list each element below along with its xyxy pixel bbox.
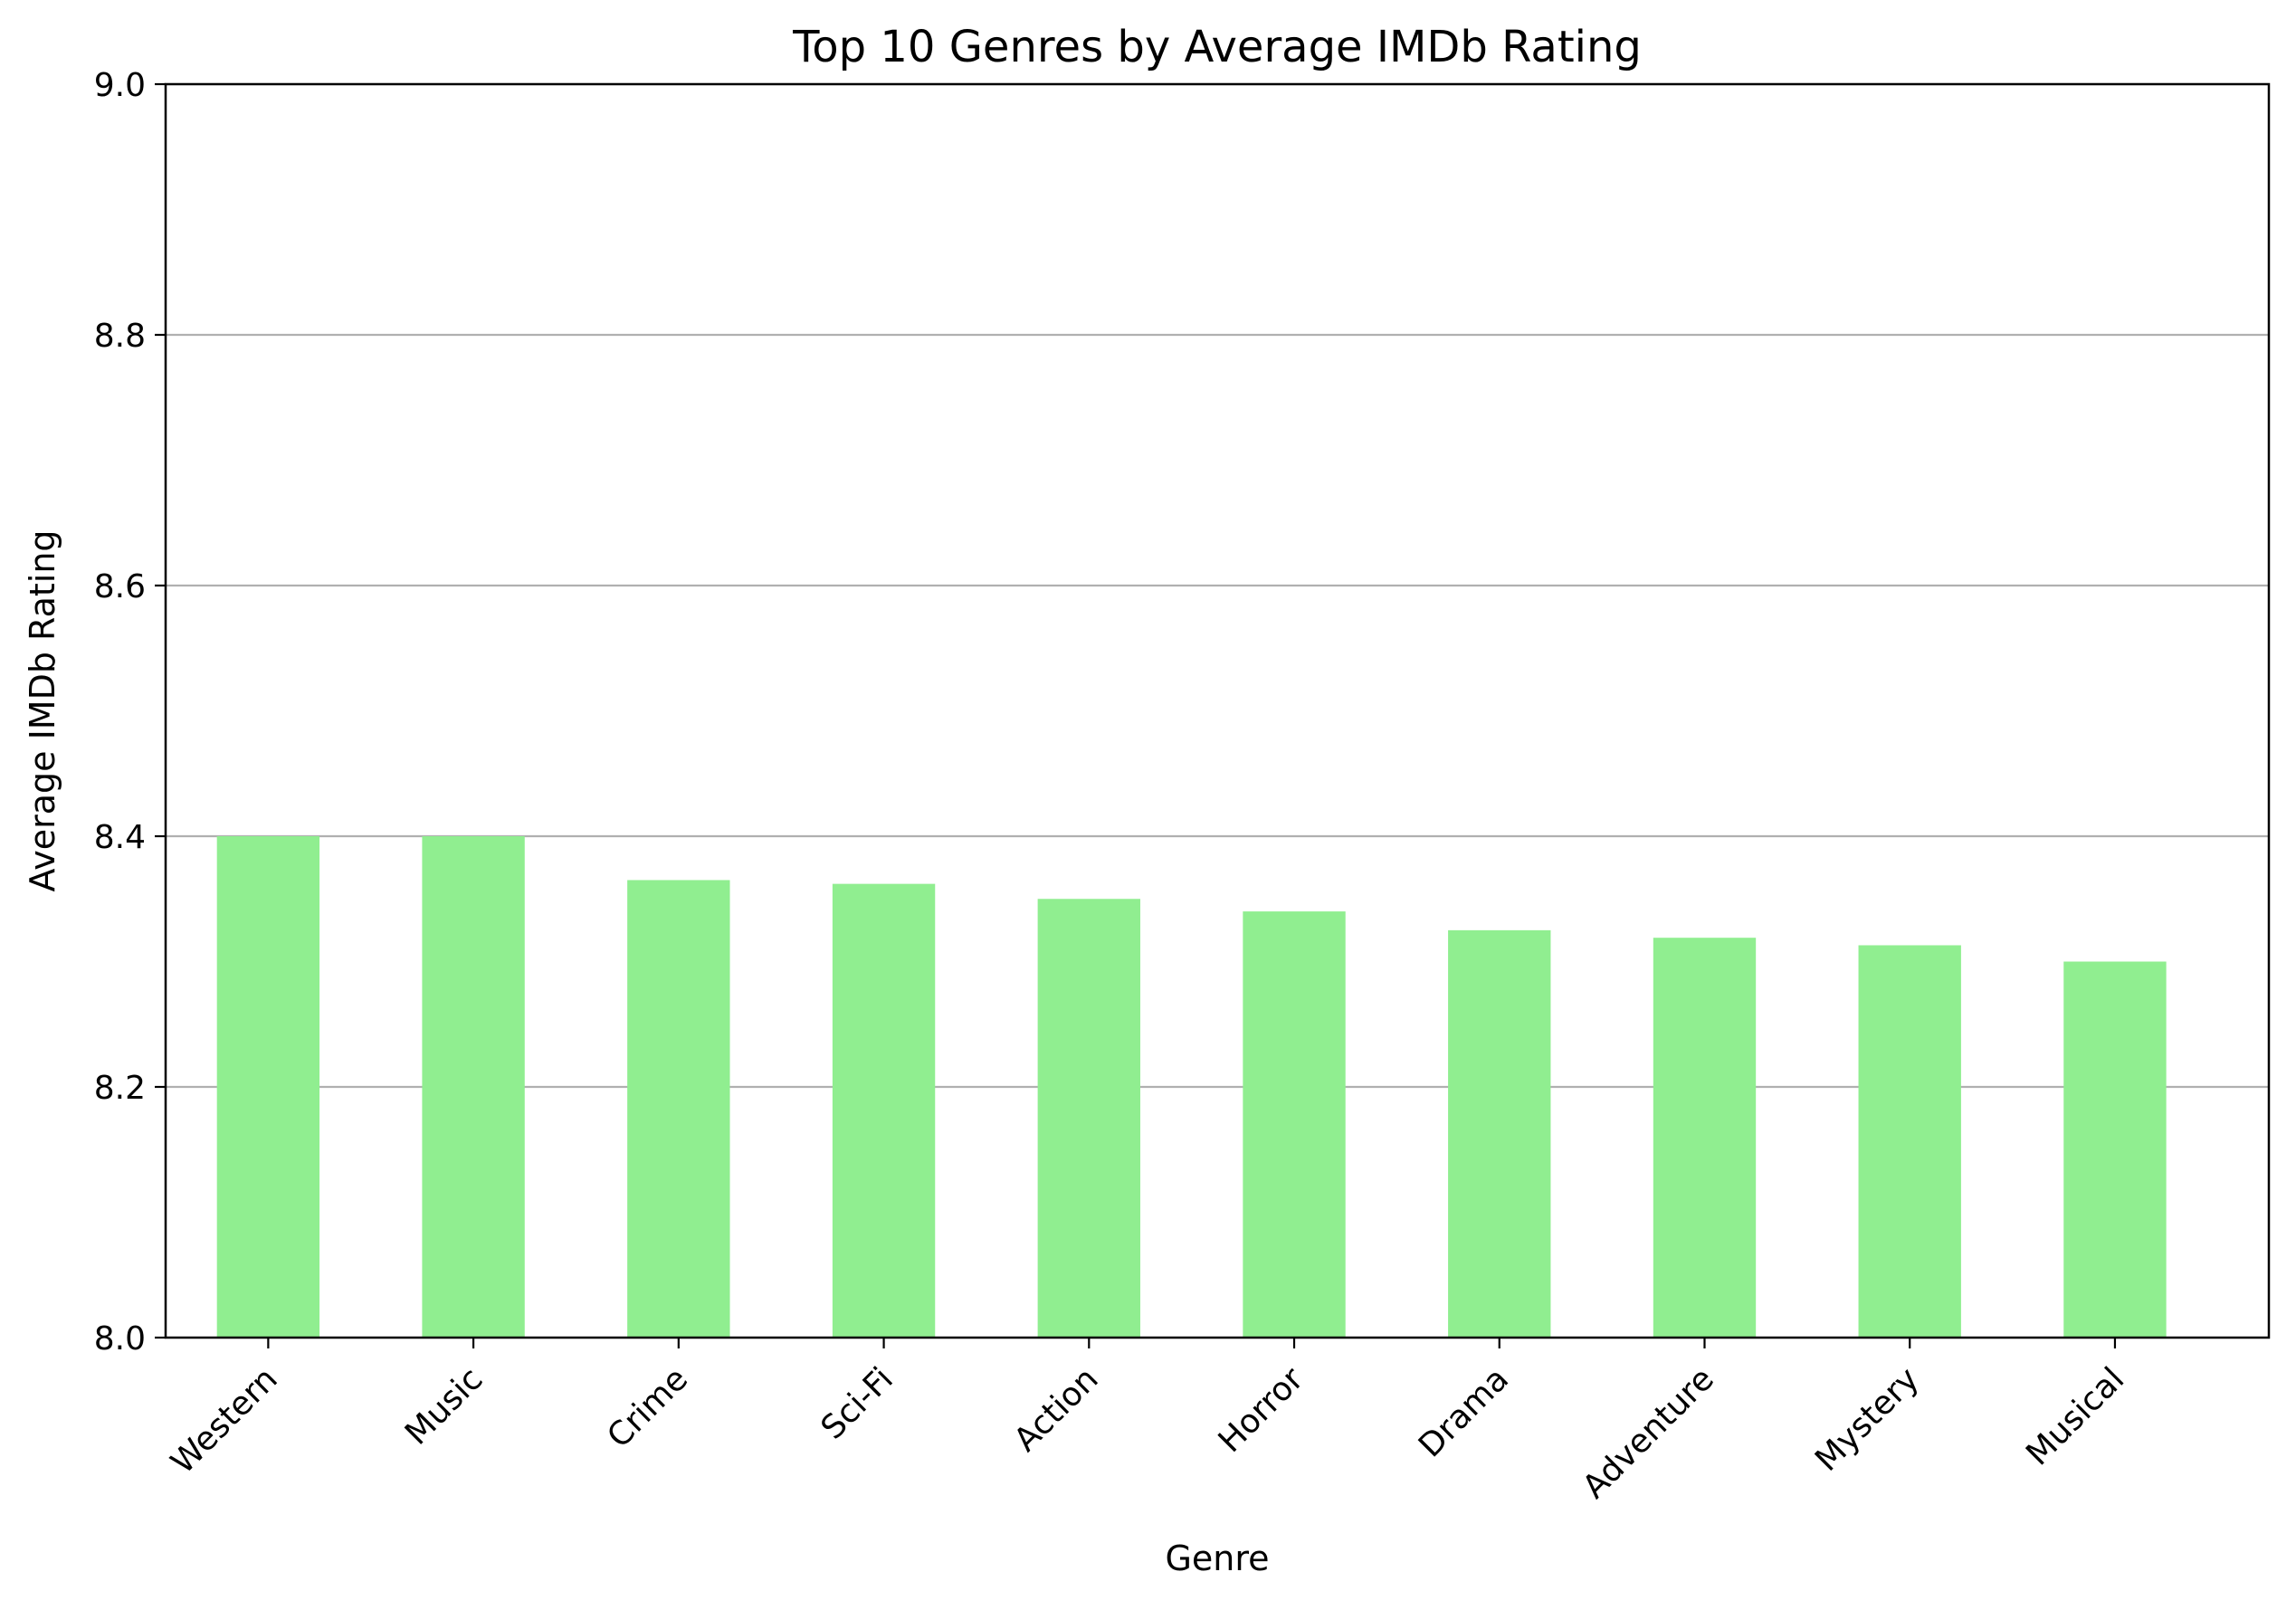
bar-action [1037,899,1140,1338]
bar-music [422,836,525,1338]
bar-mystery [1858,945,1961,1338]
plot-frame [164,82,2271,1339]
bar-drama [1448,929,1551,1338]
bar-western [216,836,320,1338]
y-tick-label: 8.2 [94,1070,146,1107]
y-tick-label: 8.8 [94,318,146,355]
y-tick-label: 8.0 [94,1320,146,1358]
bar-horror [1243,911,1346,1338]
bars [216,836,2167,1338]
y-tick-label: 8.6 [94,568,146,605]
bar-adventure [1653,938,1757,1338]
chart-title: Top 10 Genres by Average IMDb Rating [792,22,1642,72]
bar-sci-fi [832,883,936,1338]
y-tick-label: 9.0 [94,67,146,104]
y-ticks: 8.0 8.2 8.4 8.6 8.8 9.0 [94,67,166,1358]
x-axis-label: Genre [1165,1539,1269,1578]
bar-musical [2063,961,2167,1338]
y-axis-label: Average IMDb Rating [23,529,62,891]
bar-crime [627,880,730,1338]
y-tick-label: 8.4 [94,819,146,856]
